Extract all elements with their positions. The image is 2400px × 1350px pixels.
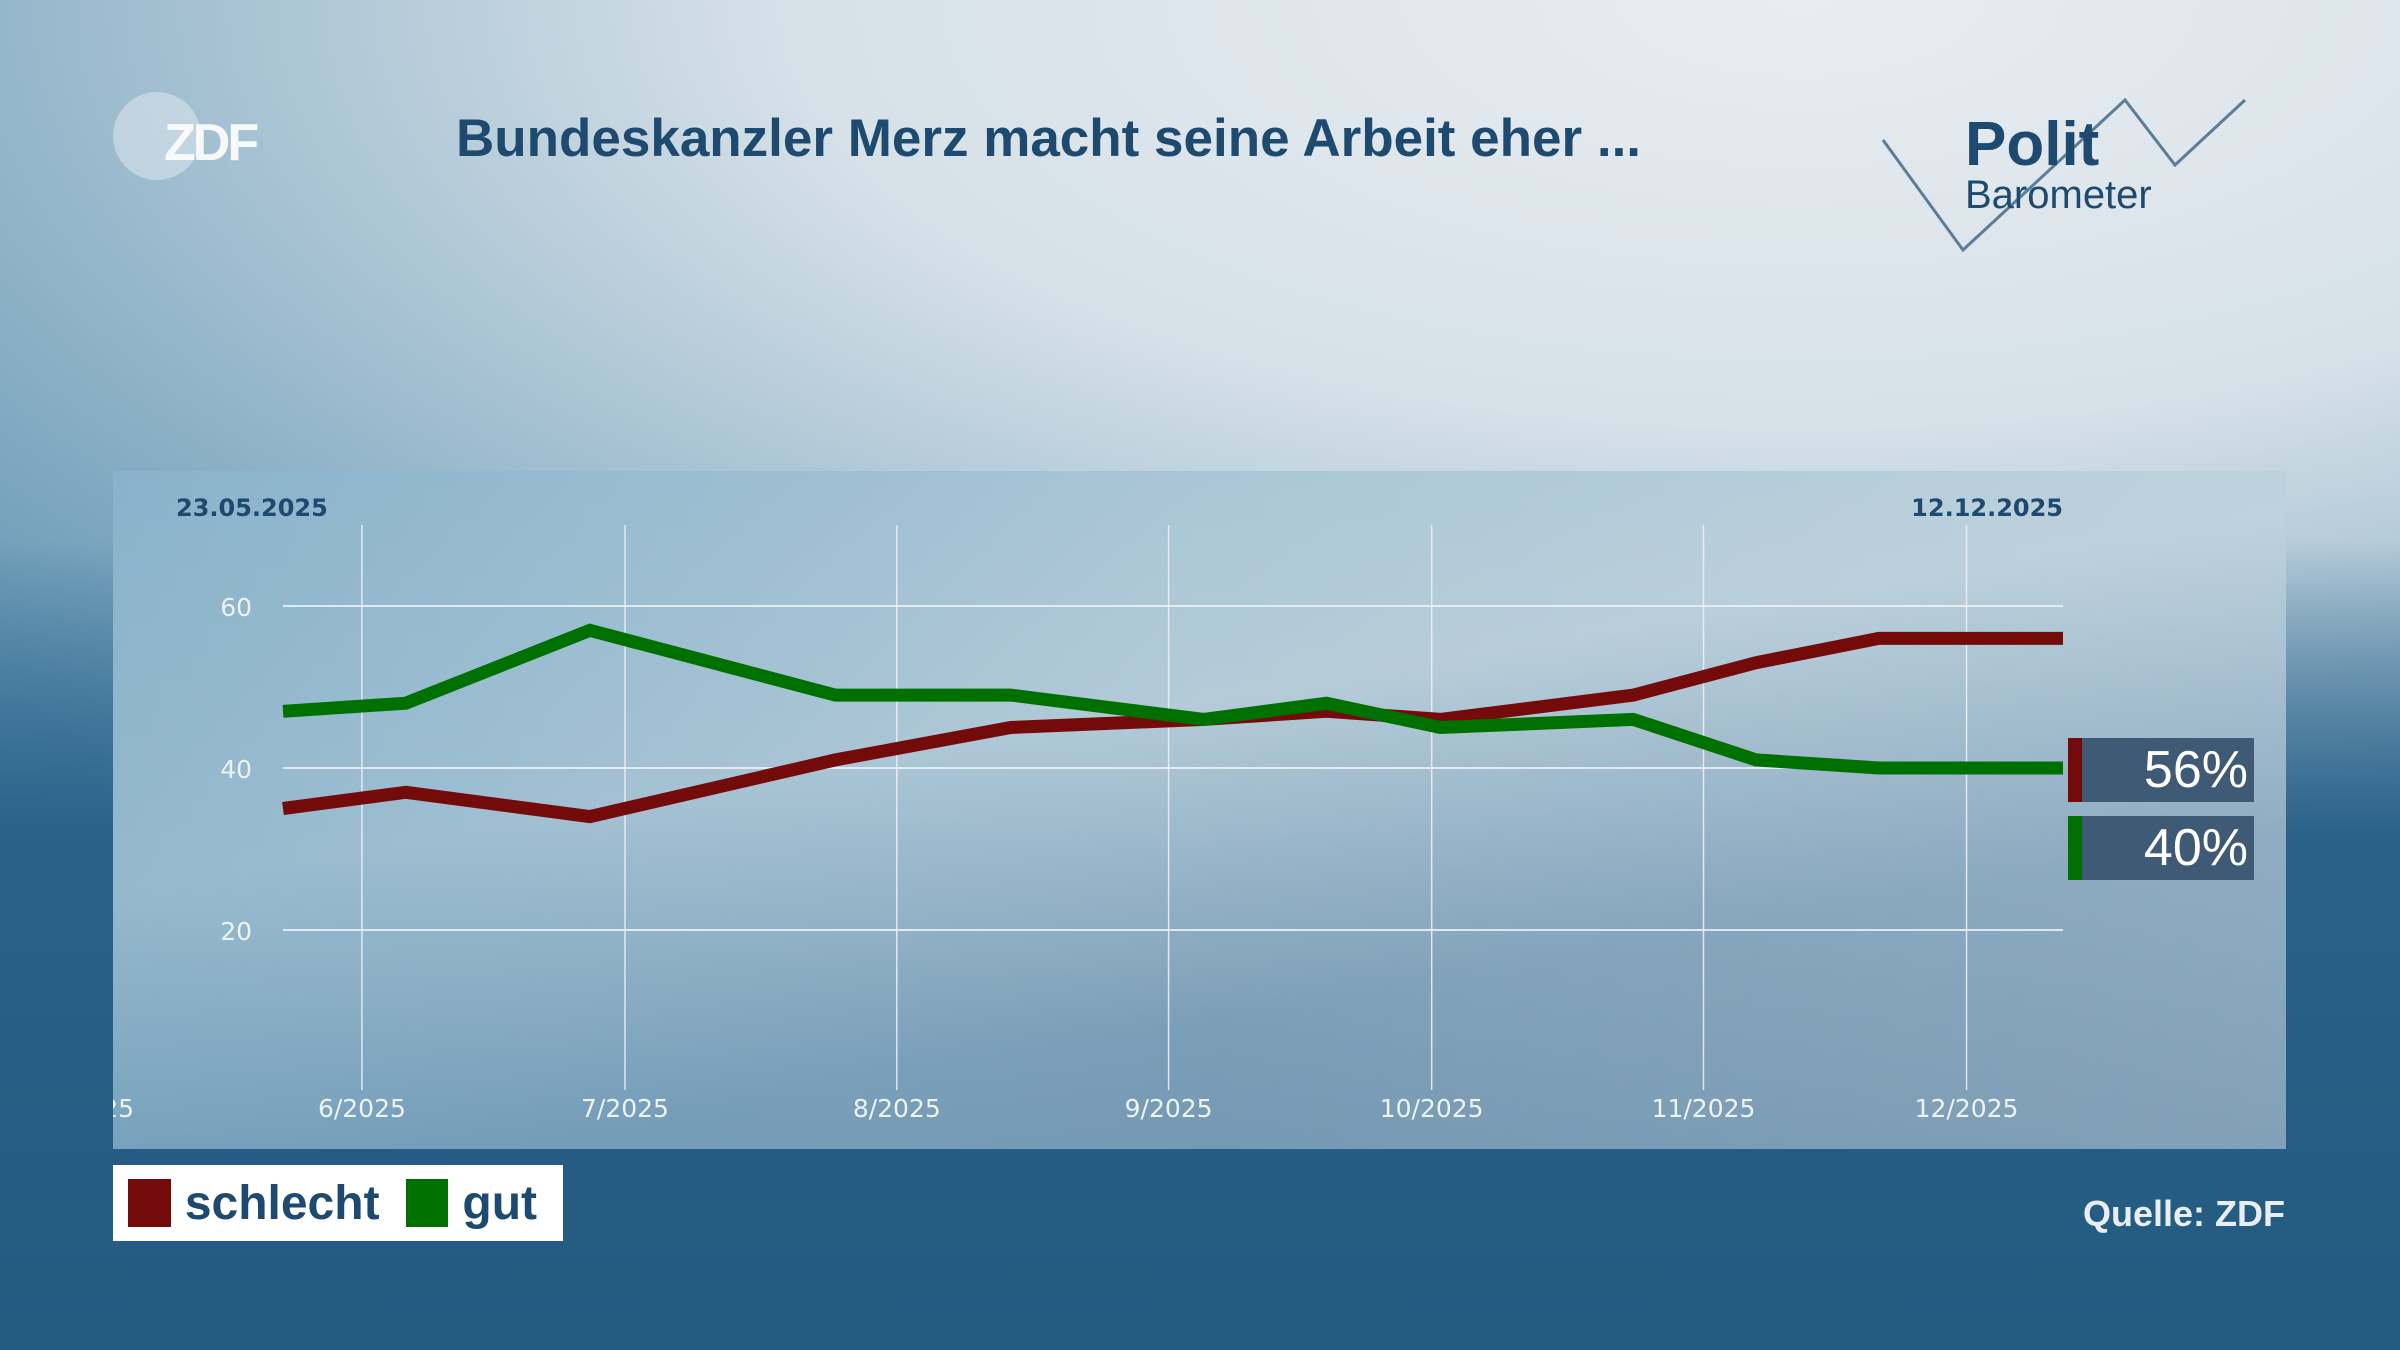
- x-tick-label: 8/2025: [853, 1094, 941, 1123]
- legend-label-gut: gut: [462, 1176, 537, 1230]
- badge-value: 56%: [2143, 741, 2248, 799]
- x-tick-label: 12/2025: [1915, 1094, 2019, 1123]
- badge-color-bar: [2068, 738, 2082, 802]
- series-line-gut: [282, 623, 2063, 775]
- badge-color-bar: [2068, 816, 2082, 880]
- svg-text:Barometer: Barometer: [1965, 173, 2152, 217]
- x-tick-label: 6/2025: [318, 1094, 406, 1123]
- line-chart: 20 40 60 5/2025 6/2025 7/2025 8/2025 9/2025 10/2…: [113, 494, 2064, 1123]
- page-title: Bundeskanzler Merz macht seine Arbeit eh…: [456, 109, 1642, 168]
- x-tick-label: 7/2025: [581, 1094, 669, 1123]
- y-tick-label: 60: [220, 593, 252, 622]
- legend: schlecht gut: [113, 1165, 563, 1241]
- start-date-label: 23.05.2025: [176, 494, 328, 522]
- svg-text:Polit: Polit: [1965, 110, 2099, 179]
- x-tick-label: 9/2025: [1125, 1094, 1213, 1123]
- legend-label-schlecht: schlecht: [184, 1176, 380, 1230]
- end-date-label: 12.12.2025: [1911, 494, 2063, 522]
- source-note: Quelle: ZDF: [2082, 1193, 2285, 1234]
- x-tick-label: 10/2025: [1380, 1094, 1484, 1123]
- value-badge-schlecht: 56%: [2068, 738, 2254, 802]
- chart-panel: 20 40 60 5/2025 6/2025 7/2025 8/2025 9/2025 10/2…: [113, 471, 2286, 1149]
- value-badge-gut: 40%: [2068, 816, 2254, 880]
- legend-swatch-schlecht: [128, 1179, 171, 1227]
- x-tick-label: 5/2025: [113, 1094, 134, 1123]
- legend-swatch-gut: [405, 1179, 449, 1227]
- badge-value: 40%: [2143, 819, 2248, 877]
- politbarometer-logo: Polit Barometer: [1875, 95, 2255, 255]
- y-tick-label: 40: [220, 755, 252, 784]
- zdf-logo: ZDF: [112, 90, 292, 185]
- svg-text:ZDF: ZDF: [164, 114, 257, 172]
- y-tick-label: 20: [220, 917, 252, 946]
- series-line-schlecht: [282, 631, 2063, 824]
- x-tick-label: 11/2025: [1652, 1094, 1756, 1123]
